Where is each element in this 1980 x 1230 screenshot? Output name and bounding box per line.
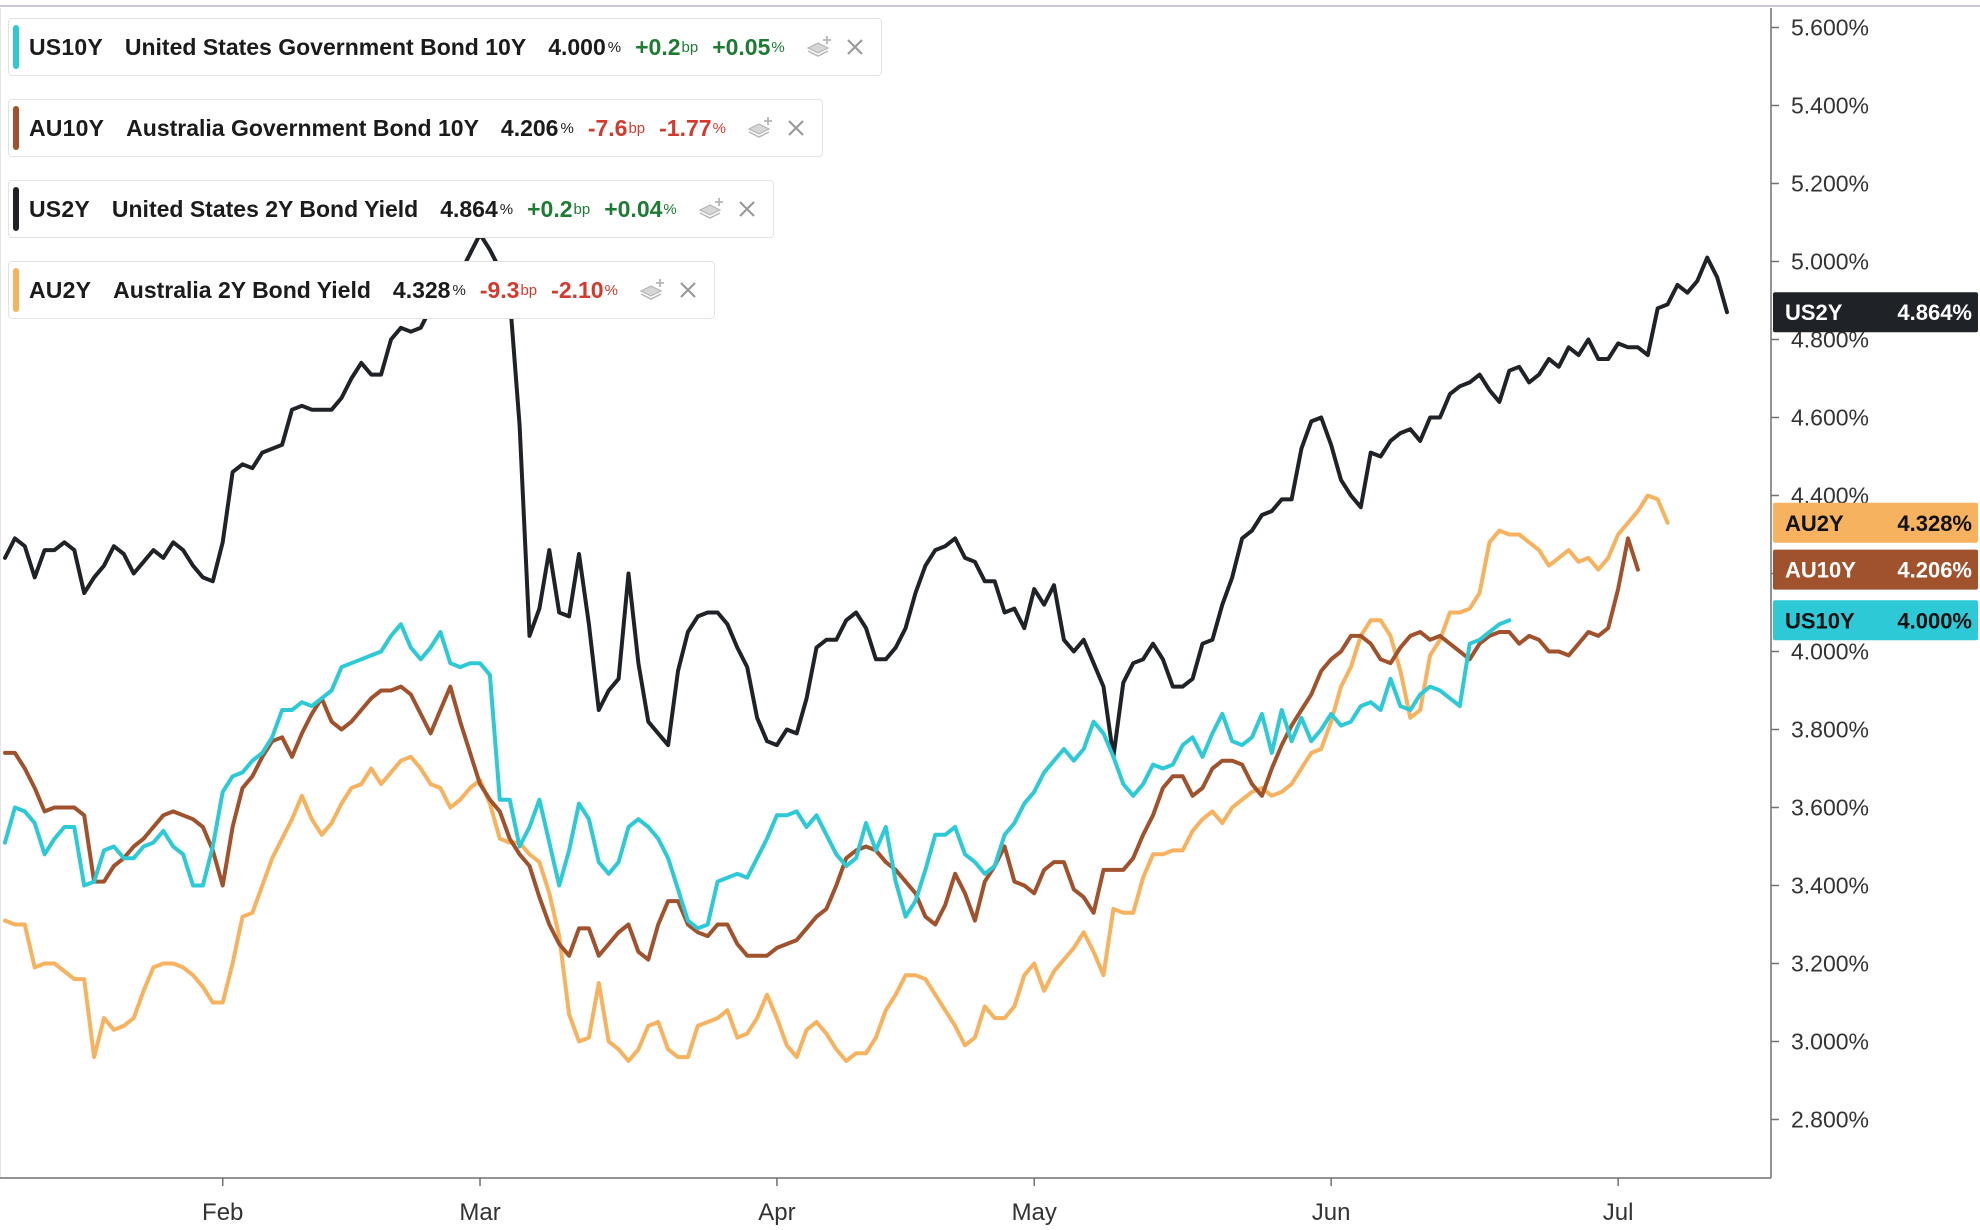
y-tick-label: 3.200% (1791, 951, 1869, 977)
legend-bp-unit: bp (520, 281, 538, 299)
legend-value: 4.328 (392, 276, 451, 303)
series-swatch (13, 268, 19, 312)
legend-change-pct: +0.05 (712, 33, 771, 60)
x-tick-label: Mar (459, 1199, 500, 1226)
close-icon[interactable] (845, 37, 865, 57)
legend-row-us2y[interactable]: US2Y United States 2Y Bond Yield 4.864% … (8, 180, 774, 238)
y-tick-label: 5.000% (1791, 249, 1869, 275)
close-icon[interactable] (678, 280, 698, 300)
y-tick-label: 5.600% (1791, 15, 1869, 41)
legend-value-unit: % (607, 38, 622, 56)
legend-pct-unit: % (771, 38, 785, 56)
legend-value: 4.864 (440, 195, 498, 222)
y-tick-label: 4.000% (1791, 639, 1869, 665)
series-swatch (13, 25, 19, 69)
legend-row-au2y[interactable]: AU2Y Australia 2Y Bond Yield 4.328% -9.3… (8, 261, 715, 319)
legend-symbol: AU10Y (29, 114, 105, 141)
series-line-au10y (3, 536, 1640, 962)
last-value-badge-au10y (1773, 549, 1978, 590)
legend-row-au10y[interactable]: AU10Y Australia Government Bond 10Y 4.20… (8, 99, 823, 157)
x-tick-label: Feb (202, 1199, 243, 1226)
legend-value: 4.000 (548, 33, 606, 60)
legend-name: Australia Government Bond 10Y (126, 114, 479, 141)
legend-value-unit: % (499, 200, 514, 218)
series-line-us10y (3, 618, 1512, 931)
legend-change-bp: -9.3 (479, 276, 520, 303)
legend-value-unit: % (560, 119, 574, 137)
last-value-badge-us2y (1773, 292, 1978, 333)
last-value-text: 4.000% (1897, 608, 1972, 633)
legend-row-us10y[interactable]: US10Y United States Government Bond 10Y … (8, 18, 882, 76)
legend: US10Y United States Government Bond 10Y … (8, 18, 882, 342)
x-tick-label: May (1012, 1199, 1057, 1226)
last-value-symbol: AU2Y (1785, 511, 1844, 536)
y-tick-label: 2.800% (1791, 1107, 1869, 1133)
legend-change-pct: -1.77 (659, 114, 712, 141)
legend-change-pct: -2.10 (551, 276, 604, 303)
legend-name: United States Government Bond 10Y (124, 33, 527, 60)
x-tick-label: Jun (1312, 1199, 1351, 1226)
last-value-text: 4.328% (1897, 511, 1972, 536)
legend-change-pct: +0.04 (604, 195, 663, 222)
last-value-text: 4.864% (1897, 300, 1972, 325)
last-value-symbol: AU10Y (1785, 558, 1856, 583)
series-swatch (13, 106, 19, 150)
legend-name: Australia 2Y Bond Yield (113, 276, 371, 303)
last-value-badge-us10y (1773, 600, 1978, 641)
series-line-au2y (3, 493, 1670, 1063)
last-value-text: 4.206% (1897, 558, 1972, 583)
legend-pct-unit: % (663, 200, 677, 218)
legend-value-unit: % (452, 281, 466, 299)
legend-pct-unit: % (604, 281, 618, 299)
legend-bp-unit: bp (628, 119, 646, 137)
legend-bp-unit: bp (681, 38, 699, 56)
y-tick-label: 3.600% (1791, 795, 1869, 821)
y-tick-label: 3.800% (1791, 717, 1869, 743)
legend-symbol: US10Y (29, 33, 103, 60)
legend-pct-unit: % (712, 119, 726, 137)
legend-bp-unit: bp (573, 200, 591, 218)
last-value-badge-au2y (1773, 502, 1978, 543)
legend-symbol: AU2Y (29, 276, 92, 303)
x-tick-label: Jul (1603, 1199, 1634, 1226)
x-tick-label: Apr (758, 1199, 795, 1226)
y-tick-label: 3.400% (1791, 873, 1869, 899)
layers-add-icon[interactable] (805, 35, 833, 59)
legend-change-bp: +0.2 (635, 33, 681, 60)
last-value-symbol: US2Y (1785, 300, 1843, 325)
legend-value: 4.206 (500, 114, 559, 141)
close-icon[interactable] (737, 199, 757, 219)
layers-add-icon[interactable] (697, 197, 725, 221)
y-tick-label: 5.200% (1791, 171, 1869, 197)
legend-symbol: US2Y (29, 195, 90, 222)
close-icon[interactable] (786, 118, 806, 138)
layers-add-icon[interactable] (746, 116, 774, 140)
legend-change-bp: -7.6 (587, 114, 628, 141)
legend-name: United States 2Y Bond Yield (111, 195, 419, 222)
last-value-symbol: US10Y (1785, 608, 1855, 633)
legend-change-bp: +0.2 (527, 195, 573, 222)
y-tick-label: 3.000% (1791, 1029, 1869, 1055)
y-tick-label: 5.400% (1791, 93, 1869, 119)
layers-add-icon[interactable] (638, 278, 666, 302)
series-line-us2y (3, 232, 1729, 759)
series-swatch (13, 187, 19, 231)
y-tick-label: 4.600% (1791, 405, 1869, 431)
